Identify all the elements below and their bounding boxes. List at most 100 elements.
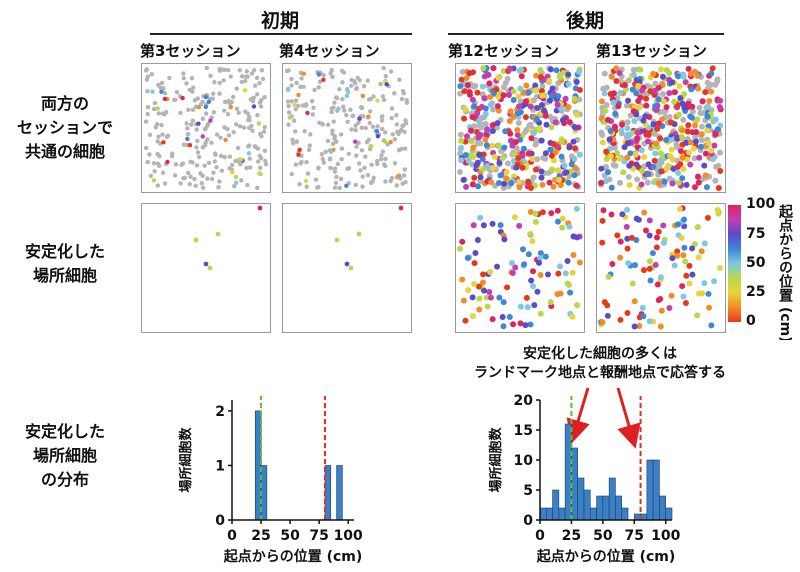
session-3-label: 第3セッション bbox=[140, 42, 241, 60]
cell-dot bbox=[637, 66, 644, 73]
cell-dot bbox=[379, 114, 385, 120]
cell-dot bbox=[601, 90, 608, 97]
cell-dot bbox=[681, 216, 688, 223]
cell-dot bbox=[305, 171, 311, 176]
cell-dot bbox=[328, 149, 334, 154]
cell-dot bbox=[557, 263, 564, 270]
cell-dot bbox=[203, 126, 208, 131]
cell-dot bbox=[477, 214, 484, 221]
cell-dot bbox=[624, 235, 631, 242]
cell-dot bbox=[290, 137, 295, 143]
cell-dot bbox=[634, 135, 641, 142]
cell-dot bbox=[684, 156, 691, 163]
cell-dot bbox=[706, 304, 713, 311]
cell-dot bbox=[698, 131, 705, 138]
cell-dot bbox=[357, 116, 362, 121]
cell-dot bbox=[476, 152, 483, 159]
cell-dot bbox=[548, 152, 555, 159]
cell-dot bbox=[371, 175, 376, 180]
cell-dot bbox=[705, 290, 712, 297]
cell-dot bbox=[194, 145, 199, 150]
cell-dot bbox=[658, 66, 665, 73]
cell-dot bbox=[503, 169, 510, 176]
cell-dot bbox=[192, 176, 197, 182]
cell-dot bbox=[643, 102, 650, 109]
cell-dot bbox=[657, 323, 664, 330]
cell-dot bbox=[213, 152, 218, 158]
cell-dot bbox=[467, 152, 474, 159]
cell-dot bbox=[173, 162, 179, 167]
cell-dot bbox=[685, 122, 692, 129]
colorbar-label: 起点からの位置 (cm) bbox=[777, 203, 794, 340]
cell-dot bbox=[366, 114, 371, 119]
cell-dot bbox=[659, 116, 666, 123]
cell-dot bbox=[332, 100, 337, 105]
cell-dot bbox=[243, 78, 248, 84]
cell-dot bbox=[339, 146, 345, 151]
cell-dot bbox=[666, 90, 673, 97]
cell-dot bbox=[573, 205, 580, 212]
cell-dot bbox=[344, 93, 350, 99]
x-tick-label: 25 bbox=[251, 528, 270, 544]
cell-dot bbox=[632, 151, 639, 158]
cell-dot bbox=[510, 321, 517, 328]
cell-dot bbox=[199, 181, 205, 186]
cell-dot bbox=[518, 66, 525, 73]
cell-dot bbox=[209, 140, 214, 145]
cell-dot bbox=[712, 81, 719, 88]
cell-dot bbox=[402, 167, 408, 172]
cell-dot bbox=[639, 304, 646, 311]
cell-dot bbox=[188, 122, 194, 127]
cell-dot bbox=[519, 152, 526, 159]
cell-dot bbox=[145, 88, 150, 94]
cell-dot bbox=[383, 156, 388, 162]
cell-dot bbox=[332, 169, 338, 174]
cell-dot bbox=[157, 141, 163, 146]
cell-dot bbox=[571, 172, 578, 179]
cell-dot bbox=[619, 211, 626, 218]
colorbar-tick-50: 50 bbox=[746, 255, 766, 271]
late-period-title: 後期 bbox=[565, 10, 604, 32]
cell-dot bbox=[482, 120, 489, 127]
cell-dot bbox=[237, 68, 243, 73]
cell-dot bbox=[641, 154, 648, 161]
cell-dot bbox=[330, 141, 336, 146]
cell-dot bbox=[538, 101, 545, 108]
cell-dot bbox=[655, 180, 662, 187]
cell-dot bbox=[675, 73, 682, 80]
cell-dot bbox=[706, 98, 713, 105]
cell-dot bbox=[612, 162, 619, 169]
cell-dot bbox=[613, 78, 620, 85]
cell-dot bbox=[521, 261, 528, 268]
cell-dot bbox=[483, 294, 490, 301]
cell-dot bbox=[479, 83, 486, 90]
cell-dot bbox=[349, 83, 354, 88]
cell-dot bbox=[399, 96, 405, 102]
cell-dot bbox=[342, 108, 347, 113]
stable-cells-session-12-panel bbox=[455, 203, 585, 333]
cell-dot bbox=[333, 180, 339, 186]
y-tick-label: 0 bbox=[215, 513, 225, 529]
cell-dot bbox=[501, 180, 508, 187]
cell-dot bbox=[567, 289, 574, 296]
cell-dot bbox=[155, 106, 160, 111]
cell-dot bbox=[633, 161, 640, 168]
cell-dot bbox=[599, 239, 606, 246]
cell-dot bbox=[603, 148, 610, 155]
cell-dot bbox=[333, 95, 339, 100]
cell-dot bbox=[286, 87, 291, 93]
stable-cell-dot bbox=[344, 261, 350, 267]
cell-dot bbox=[399, 146, 404, 152]
cell-dot bbox=[178, 110, 183, 116]
cell-dot bbox=[229, 162, 235, 168]
y-tick-label: 1 bbox=[215, 458, 225, 474]
cell-dot bbox=[633, 237, 640, 244]
cell-dot bbox=[679, 134, 686, 141]
cell-dot bbox=[233, 174, 239, 180]
cell-dot bbox=[379, 118, 385, 123]
cell-dot bbox=[247, 117, 252, 123]
cell-dot bbox=[612, 110, 619, 117]
arrow-to-reward bbox=[616, 387, 641, 449]
cell-dot bbox=[244, 165, 249, 171]
cell-dot bbox=[476, 122, 483, 129]
